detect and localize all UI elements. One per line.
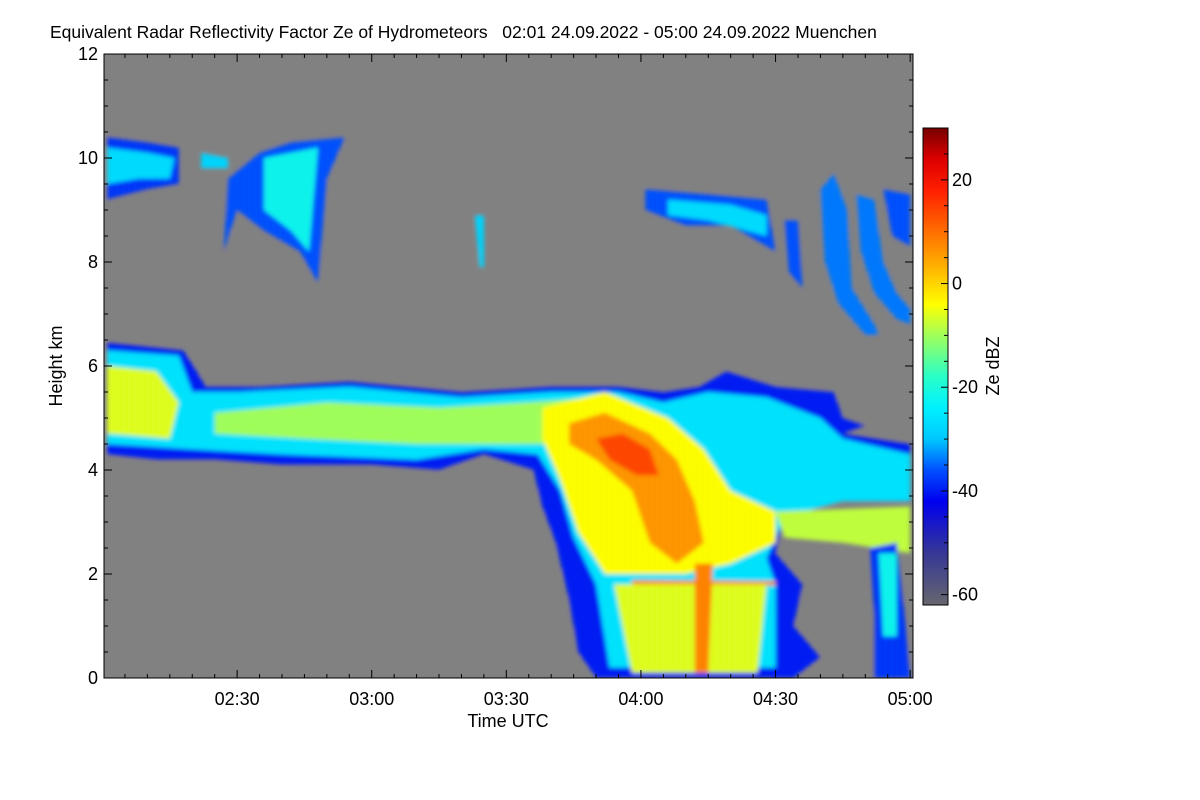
colorbar-tick-label: 20 (952, 170, 972, 190)
y-tick-label: 10 (78, 148, 98, 168)
chart-title: Equivalent Radar Reflectivity Factor Ze … (50, 22, 877, 42)
y-tick-label: 4 (88, 460, 98, 480)
axes: 0 2 4 6 8 10 12 02:30 03:00 03:30 04:00 04:30 05:00 (78, 44, 933, 709)
plot-frame (103, 53, 914, 679)
x-tick-label: 04:30 (753, 689, 798, 709)
y-tick-label: 0 (88, 668, 98, 688)
x-axis-label: Time UTC (467, 711, 548, 731)
colorbar-tick-label: -20 (952, 377, 978, 397)
x-tick-label: 03:30 (484, 689, 529, 709)
y-tick-label: 12 (78, 44, 98, 64)
streak-texture (104, 54, 913, 678)
x-tick-label: 03:00 (349, 689, 394, 709)
x-tick-label: 04:00 (618, 689, 663, 709)
colorbar-tick-label: 0 (952, 274, 962, 294)
colorbar-tick-label: -60 (952, 585, 978, 605)
colorbar-ticks: 20 0 -20 -40 -60 (941, 127, 978, 605)
colorbar-label: Ze dBZ (983, 336, 1003, 395)
x-tick-label: 05:00 (888, 689, 933, 709)
reflectivity-field (104, 54, 913, 678)
y-tick-label: 6 (88, 356, 98, 376)
colorbar-tick-label: -40 (952, 481, 978, 501)
y-axis-label: Height km (46, 325, 66, 406)
x-tick-label: 02:30 (215, 689, 260, 709)
colorbar (922, 127, 949, 606)
y-tick-label: 8 (88, 252, 98, 272)
y-tick-label: 2 (88, 564, 98, 584)
